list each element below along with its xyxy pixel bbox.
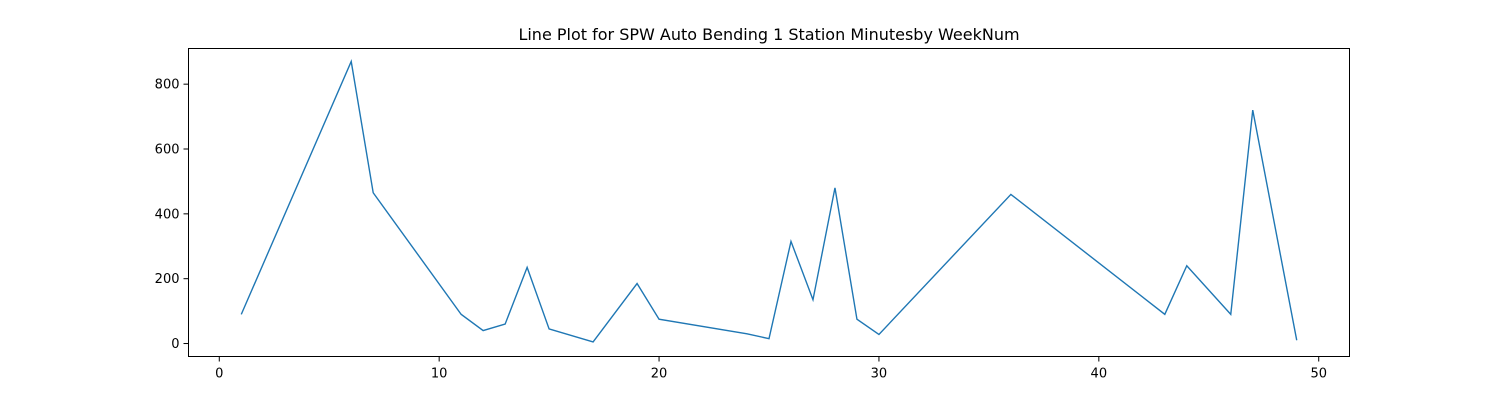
x-tick-label: 30 — [871, 367, 888, 382]
y-tick-label: 600 — [155, 143, 180, 158]
chart-title: Line Plot for SPW Auto Bending 1 Station… — [518, 25, 1019, 44]
x-tick-label: 40 — [1091, 367, 1108, 382]
x-tick-label: 20 — [651, 367, 668, 382]
series-line — [241, 61, 1296, 341]
y-tick-label: 0 — [171, 337, 179, 352]
series-layer — [241, 61, 1296, 341]
y-tick-label: 800 — [155, 78, 180, 93]
x-axis-ticks: 0 10 20 30 40 50 — [215, 357, 1327, 382]
y-tick-label: 400 — [155, 207, 180, 222]
y-tick-label: 200 — [155, 272, 180, 287]
x-tick-label: 10 — [431, 367, 448, 382]
y-axis-ticks: 0 200 400 600 800 — [155, 78, 189, 352]
plot-frame — [189, 49, 1350, 357]
x-tick-label: 0 — [215, 367, 223, 382]
x-tick-label: 50 — [1310, 367, 1327, 382]
